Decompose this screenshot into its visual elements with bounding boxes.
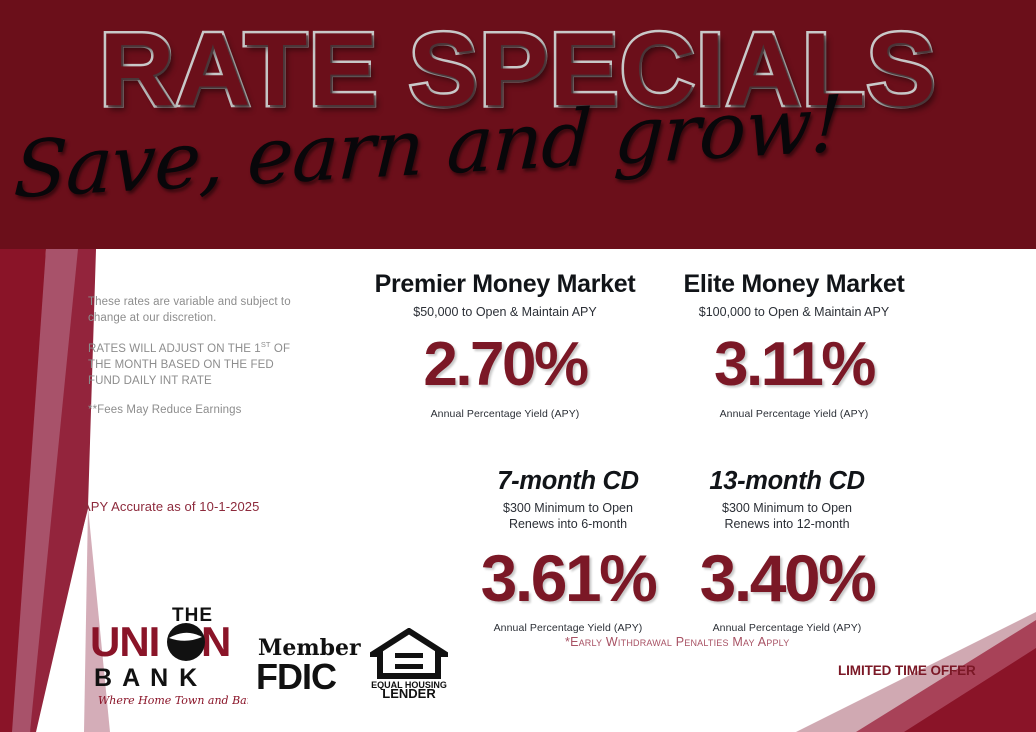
svg-text:B A N K: B A N K (94, 664, 199, 692)
requirement-line-1: $300 Minimum to Open (722, 501, 852, 516)
variable-rates-line-2: change at our discretion. (88, 312, 217, 325)
main-content: These rates are variable and subject to … (0, 249, 1036, 732)
requirement-line-2: Renews into 12-month (724, 517, 850, 532)
product-apy-label: Annual Percentage Yield (APY) (430, 407, 580, 420)
product-requirement: $100,000 to Open & Maintain APY (698, 304, 890, 319)
adjust-line-3: DAILY INT RATE (123, 375, 212, 388)
product-apy-label: Annual Percentage Yield (APY) (712, 621, 862, 634)
ordinal-suffix: ST (260, 339, 271, 349)
product-name: 13-month CD (709, 467, 865, 495)
product-rate: 3.40% (699, 540, 877, 615)
header-banner: RATE SPECIALS (0, 0, 1036, 249)
rate-disclaimers: These rates are variable and subject to … (88, 294, 303, 419)
svg-text:N: N (201, 618, 230, 665)
page-title: RATE SPECIALS (97, 12, 938, 128)
product-rate: 3.11% (714, 329, 876, 399)
product-requirement: $300 Minimum to Open Renews into 6-month (455, 500, 681, 533)
svg-text:EQUAL HOUSING: EQUAL HOUSING (371, 680, 447, 690)
svg-text:Member: Member (258, 635, 361, 661)
svg-text:THE: THE (172, 605, 213, 626)
adjust-line-1a: RATES WILL ADJUST ON THE 1 (88, 342, 261, 355)
product-rate: 2.70% (423, 329, 589, 399)
early-withdrawal-disclaimer: *Early Withdrawal Penalties May Apply (565, 635, 790, 649)
adjust-line-2: MONTH BASED ON THE FED FUND (88, 358, 274, 388)
product-premier-money-market: Premier Money Market $50,000 to Open & M… (370, 270, 640, 420)
apy-accuracy-date: APY Accurate as of 10-1-2025 (82, 499, 260, 514)
product-requirement: $50,000 to Open & Maintain APY (413, 304, 597, 319)
product-apy-label: Annual Percentage Yield (APY) (493, 621, 643, 634)
product-elite-money-market: Elite Money Market $100,000 to Open & Ma… (660, 270, 928, 420)
product-name: Premier Money Market (374, 270, 636, 298)
product-rate: 3.61% (480, 540, 658, 615)
left-edge-decoration (0, 249, 110, 732)
limited-time-offer-badge: LIMITED TIME OFFER (838, 663, 976, 678)
product-cd-7-month: 7-month CD $300 Minimum to Open Renews i… (455, 467, 681, 634)
svg-text:FDIC: FDIC (256, 656, 337, 693)
requirement-line-1: $300 Minimum to Open (503, 501, 633, 516)
product-apy-label: Annual Percentage Yield (APY) (719, 407, 869, 420)
adjust-line-1b: OF THE (88, 342, 291, 371)
logo-group: THE UNI N B A N K Where Home Town and Ba… (88, 604, 448, 714)
svg-text:LENDER: LENDER (382, 686, 436, 698)
requirement-line-2: Renews into 6-month (508, 517, 628, 532)
variable-rates-line-1: These rates are variable and subject to (88, 296, 291, 308)
rate-adjustment-note: RATES WILL ADJUST ON THE 1ST OF THE MONT… (88, 340, 303, 390)
fees-note: **Fees May Reduce Earnings (88, 404, 242, 417)
member-fdic-logo: Member FDIC (256, 635, 361, 693)
svg-text:UNI: UNI (90, 618, 159, 665)
product-name: 7-month CD (497, 467, 639, 495)
equal-housing-lender-logo: EQUAL HOUSING LENDER (370, 628, 448, 698)
svg-text:Where Home Town and Banking Me: Where Home Town and Banking Meet (98, 694, 248, 707)
product-name: Elite Money Market (683, 270, 905, 298)
union-bank-logo: THE UNI N B A N K Where Home Town and Ba… (90, 605, 248, 707)
corner-decoration (796, 612, 1036, 732)
product-requirement: $300 Minimum to Open Renews into 12-mont… (675, 500, 899, 533)
product-cd-13-month: 13-month CD $300 Minimum to Open Renews … (675, 467, 899, 634)
variable-rates-note: These rates are variable and subject to … (88, 294, 303, 327)
